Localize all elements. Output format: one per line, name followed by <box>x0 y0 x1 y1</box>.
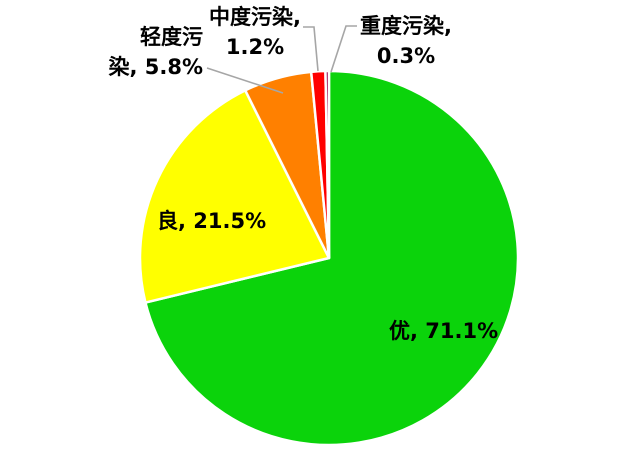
label-line: 0.3% <box>376 44 436 68</box>
pie-slice-重度污染 <box>324 69 331 260</box>
leader-line-heavy-pollution <box>330 25 357 73</box>
label-line: 1.2% <box>225 35 285 59</box>
label-excellent: 优, 71.1% <box>389 318 498 344</box>
label-moderate-pollution: 中度污染, 1.2% <box>209 2 301 62</box>
label-line: 良, 21.5% <box>157 209 267 233</box>
leader-line-moderate-pollution <box>303 26 319 72</box>
label-line: 优, 71.1% <box>389 319 499 343</box>
label-light-pollution: 轻度污 染, 5.8% <box>108 22 203 82</box>
leader-line-light-pollution <box>206 67 284 94</box>
label-line: 染, 5.8% <box>108 55 203 79</box>
label-line: 重度污染, <box>360 14 452 38</box>
label-good: 良, 21.5% <box>157 208 266 234</box>
label-heavy-pollution: 重度污染, 0.3% <box>360 11 452 71</box>
label-line: 中度污染, <box>209 5 301 29</box>
label-line: 轻度污 <box>140 25 203 49</box>
pie-slice-良 <box>138 89 331 304</box>
pie-slice-优 <box>144 69 520 447</box>
